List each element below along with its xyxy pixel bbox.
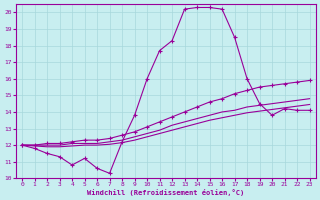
X-axis label: Windchill (Refroidissement éolien,°C): Windchill (Refroidissement éolien,°C)	[87, 189, 244, 196]
